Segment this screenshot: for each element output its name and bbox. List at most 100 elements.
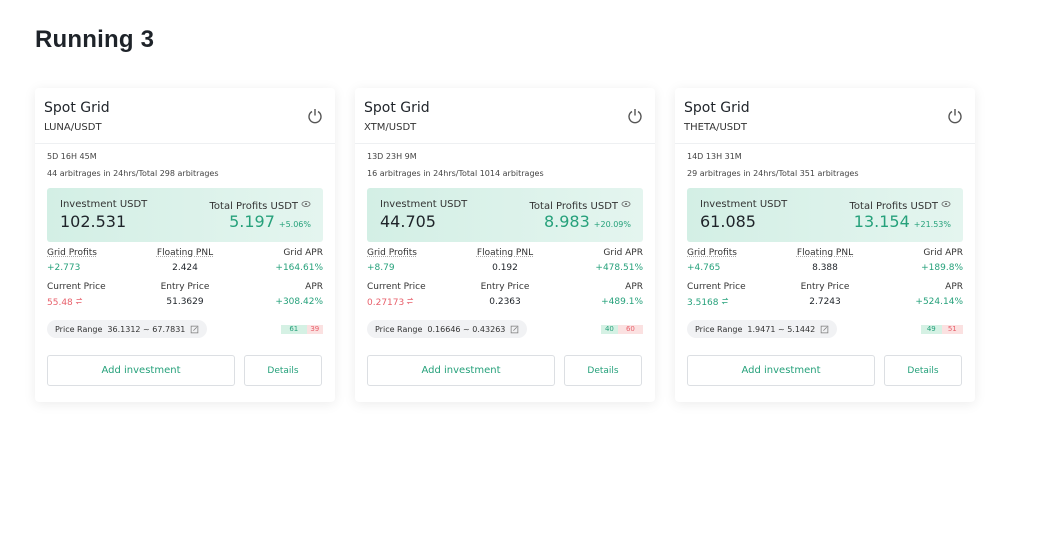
buy-ratio: 40 xyxy=(601,325,618,334)
card-title: Spot Grid xyxy=(684,100,750,116)
stat-label: APR xyxy=(305,282,323,292)
label: Total Profits USDT xyxy=(530,199,631,212)
label: Investment USDT xyxy=(380,199,468,210)
icon xyxy=(511,325,519,333)
label-text: Total Profits USDT xyxy=(849,201,938,212)
divider xyxy=(675,143,975,144)
label: Total Profits USDT xyxy=(850,199,951,212)
add-investment-button[interactable]: Add investment xyxy=(687,355,875,386)
label: Price Range xyxy=(695,324,743,334)
add-investment-button[interactable]: Add investment xyxy=(367,355,555,386)
investment: 44.705 xyxy=(380,212,436,231)
buy-ratio: 49 xyxy=(921,325,942,334)
stat: Current Price 0.27173 xyxy=(367,282,459,308)
icon xyxy=(301,201,311,207)
icon[interactable] xyxy=(947,108,963,124)
stat-label: Current Price xyxy=(687,282,746,292)
stat-value: 51.3629 xyxy=(166,297,204,307)
stat-value: +189.8% xyxy=(921,263,963,273)
total-profits: 8.983 +20.09% xyxy=(544,212,631,231)
stat: Grid Profits +2.773 xyxy=(47,248,139,273)
stat: Grid APR +164.61% xyxy=(231,248,323,273)
pair: LUNA/USDT xyxy=(44,122,102,133)
icon[interactable] xyxy=(627,108,643,124)
stats: Grid Profits +2.773 Floating PNL 2.424 Grid … xyxy=(47,248,323,308)
stat: Floating PNL 0.192 xyxy=(459,248,551,273)
divider xyxy=(355,143,655,144)
divider xyxy=(35,143,335,144)
bot-card: Spot Grid THETA/USDT 14D 13H 31M 29 arbitra… xyxy=(675,88,975,402)
total-profits: 5.197 +5.06% xyxy=(229,212,311,231)
details-button[interactable]: Details xyxy=(884,355,962,386)
details-button[interactable]: Details xyxy=(244,355,322,386)
stat-value: 2.424 xyxy=(172,263,198,273)
stat-value: 2.7243 xyxy=(809,297,841,307)
stat: Entry Price 2.7243 xyxy=(779,282,871,308)
stat: APR +524.14% xyxy=(871,282,963,308)
price: 0.27173 xyxy=(367,298,405,308)
range: 0.16646 ~ 0.43263 xyxy=(427,324,506,334)
stat-label: Grid APR xyxy=(923,248,963,258)
ratio-bar: 40 60 xyxy=(601,325,643,334)
bot-card: Spot Grid XTM/USDT 13D 23H 9M 16 arbitrages… xyxy=(355,88,655,402)
stat-label: APR xyxy=(625,282,643,292)
sell-ratio: 39 xyxy=(306,325,323,334)
stat: Floating PNL 2.424 xyxy=(139,248,231,273)
range: 1.9471 ~ 5.1442 xyxy=(747,324,816,334)
duration: 13D 23H 9M xyxy=(367,152,417,161)
ratio-bar: 61 39 xyxy=(281,325,323,334)
arbitrages: 29 arbitrages in 24hrs/Total 351 arbitra… xyxy=(687,169,859,178)
label: Investment USDT xyxy=(60,199,148,210)
icon xyxy=(621,201,631,207)
stat-value: 0.192 xyxy=(492,263,518,273)
profit-pct: +21.53% xyxy=(913,220,951,229)
pair: THETA/USDT xyxy=(684,122,747,133)
investment: 61.085 xyxy=(700,212,756,231)
stats: Grid Profits +8.79 Floating PNL 0.192 Grid A… xyxy=(367,248,643,308)
stat-value: 8.388 xyxy=(812,263,838,273)
card-title: Spot Grid xyxy=(44,100,110,116)
summary-box: Investment USDT 102.531 Total Profits USDT… xyxy=(47,188,323,242)
stat-label: APR xyxy=(945,282,963,292)
profit-pct: +5.06% xyxy=(278,220,311,229)
stat-value: +8.79 xyxy=(367,263,395,273)
stat-value: +164.61% xyxy=(275,263,323,273)
stat-label: Current Price xyxy=(367,282,426,292)
stat-value: 3.5168 xyxy=(687,297,779,308)
stat-value: +4.765 xyxy=(687,263,721,273)
price-range: Price Range 36.1312 ~ 67.7831 xyxy=(47,320,208,338)
stat-label: Floating PNL xyxy=(156,248,214,258)
pair: XTM/USDT xyxy=(364,122,417,133)
stat: Floating PNL 8.388 xyxy=(779,248,871,273)
profit-pct: +20.09% xyxy=(593,220,631,229)
stat-value: +308.42% xyxy=(275,297,323,307)
sell-ratio: 60 xyxy=(617,325,643,334)
icon xyxy=(820,325,829,333)
price: 3.5168 xyxy=(687,298,719,308)
price-range: Price Range 1.9471 ~ 5.1442 xyxy=(687,320,838,338)
price: 55.48 xyxy=(47,298,73,308)
stat-value: +489.1% xyxy=(601,297,643,307)
stat-value: +524.14% xyxy=(915,297,963,307)
price-range: Price Range 0.16646 ~ 0.43263 xyxy=(367,320,528,338)
stats: Grid Profits +4.765 Floating PNL 8.388 Grid … xyxy=(687,248,963,308)
stat: Grid Profits +4.765 xyxy=(687,248,779,273)
card-title: Spot Grid xyxy=(364,100,430,116)
stat-label: Current Price xyxy=(47,282,106,292)
total-profits: 13.154 +21.53% xyxy=(854,212,951,231)
icon xyxy=(941,201,951,207)
profit-value: 5.197 xyxy=(229,212,275,231)
summary-box: Investment USDT 44.705 Total Profits USDT 8… xyxy=(367,188,643,242)
summary-box: Investment USDT 61.085 Total Profits USDT 1… xyxy=(687,188,963,242)
profit-value: 13.154 xyxy=(853,212,910,231)
buy-ratio: 61 xyxy=(281,325,307,334)
icon[interactable] xyxy=(307,108,323,124)
stat-value: 0.2363 xyxy=(489,297,521,307)
range: 36.1312 ~ 67.7831 xyxy=(107,324,186,334)
stat-value: 0.27173 xyxy=(367,297,459,308)
bot-card: Spot Grid LUNA/USDT 5D 16H 45M 44 arbitrage… xyxy=(35,88,335,402)
stat: Current Price 55.48 xyxy=(47,282,139,308)
add-investment-button[interactable]: Add investment xyxy=(47,355,235,386)
details-button[interactable]: Details xyxy=(564,355,642,386)
